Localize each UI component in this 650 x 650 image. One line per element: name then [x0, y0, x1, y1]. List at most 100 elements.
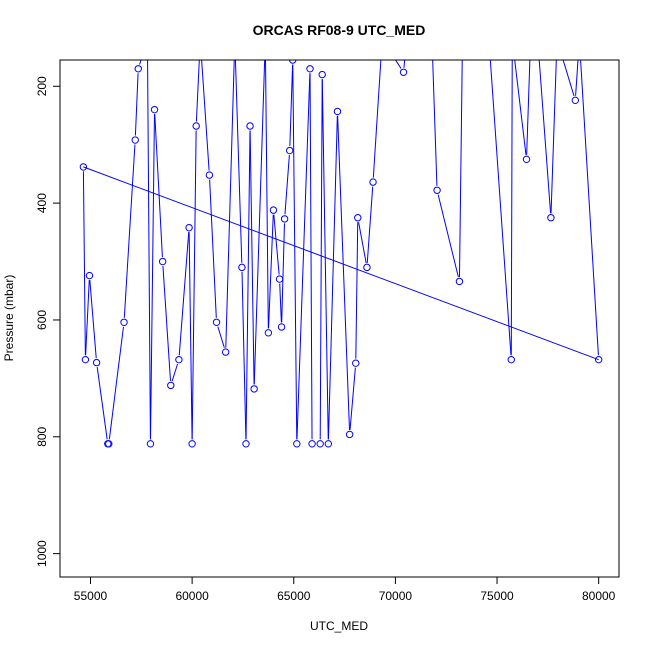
series-line-segment	[249, 130, 255, 385]
series-line-segment	[241, 271, 247, 440]
series-line-segment	[321, 79, 329, 440]
x-tick-label: 75000	[480, 589, 514, 603]
series-line-segment	[562, 60, 575, 97]
series-line-segment	[150, 114, 155, 440]
data-point	[527, 36, 533, 42]
x-tick-label: 80000	[582, 589, 616, 603]
series-line-segment	[134, 73, 139, 136]
data-point	[92, 358, 101, 367]
series-line-segment	[85, 280, 90, 356]
series-line-segment	[437, 194, 459, 278]
data-point	[242, 440, 250, 448]
data-point	[324, 440, 333, 448]
data-point	[150, 105, 159, 114]
data-point	[131, 136, 139, 144]
data-point	[459, 36, 465, 42]
data-point	[205, 171, 214, 179]
data-point	[522, 155, 531, 164]
series-line-segment	[273, 214, 280, 275]
data-point	[212, 318, 221, 326]
series-line-segment	[123, 144, 136, 318]
y-axis: 200 400 600 800 1000	[35, 76, 61, 567]
series-line-segment	[265, 60, 269, 329]
data-point	[455, 277, 464, 286]
data-point	[369, 178, 377, 186]
data-point	[105, 440, 113, 448]
series-line-segment	[366, 186, 374, 263]
series-line-segment	[432, 60, 438, 186]
series-line-segment	[538, 60, 552, 214]
series-line-segment	[268, 214, 274, 329]
y-tick-label: 200	[35, 76, 49, 96]
series-line-segment	[575, 60, 579, 96]
series-line-segment	[147, 60, 151, 440]
x-tick-label: 60000	[175, 589, 209, 603]
series-line-segment	[96, 366, 108, 440]
data-point	[221, 348, 230, 356]
plot-frame	[59, 59, 620, 578]
series-line-segment	[162, 265, 171, 381]
series-line-segment	[108, 326, 124, 440]
data-point	[85, 271, 94, 280]
series-line-segment	[284, 154, 290, 215]
x-tick-label: 65000	[277, 589, 311, 603]
data-point	[306, 65, 314, 73]
series-line-segment	[292, 64, 298, 440]
data-point	[316, 440, 324, 448]
series-line-segment	[355, 222, 359, 359]
series-line-segment	[289, 64, 294, 147]
trend-segment	[83, 166, 599, 361]
data-point	[509, 36, 515, 42]
data-point	[534, 36, 540, 42]
y-tick-label: 400	[35, 193, 49, 213]
data-point	[483, 36, 489, 42]
data-point	[352, 359, 360, 367]
data-point	[192, 122, 200, 130]
series-line-segment	[403, 60, 406, 68]
data-point	[547, 214, 555, 222]
series-line-segment	[458, 60, 463, 277]
series-line-segment	[526, 60, 531, 155]
series-line-segment	[188, 232, 193, 440]
data-point	[594, 355, 603, 364]
data-point	[285, 146, 294, 155]
data-point	[507, 355, 515, 364]
data-point	[345, 430, 354, 439]
series-line-segment	[225, 60, 235, 348]
series-line-segment	[139, 60, 142, 65]
data-point	[554, 36, 560, 42]
x-axis-label: UTC_MED	[310, 619, 368, 633]
series-line-segment	[358, 222, 367, 264]
data-point	[333, 107, 342, 116]
series-line-segment	[82, 171, 86, 356]
data-point	[354, 214, 362, 222]
data-point	[308, 440, 316, 448]
data-point	[167, 381, 175, 390]
series-line-segment	[319, 79, 323, 440]
series-line-segment	[253, 60, 266, 385]
chart-title: ORCAS RF08-9 UTC_MED	[253, 22, 426, 38]
data-point	[269, 206, 278, 214]
series-line-segment	[245, 130, 251, 440]
series-line-segment	[372, 60, 382, 178]
y-tick-label: 600	[35, 310, 49, 330]
series-line-segment	[209, 179, 217, 318]
data-point	[134, 65, 142, 73]
y-tick-label: 800	[35, 426, 49, 446]
x-tick-label: 70000	[379, 589, 413, 603]
series-line-segment	[510, 60, 513, 356]
data-point	[144, 36, 150, 42]
series-line-segment	[514, 60, 527, 155]
plot-area	[79, 36, 603, 448]
data-point	[197, 36, 203, 42]
data-point	[185, 223, 193, 232]
data-point	[363, 263, 371, 272]
series-line-segment	[309, 73, 313, 440]
data-point	[158, 257, 167, 266]
series-line-segment	[296, 73, 311, 440]
data-point	[81, 355, 90, 364]
series-line-segment	[489, 60, 512, 356]
data-point	[433, 186, 441, 194]
series-line-segment	[195, 60, 200, 122]
